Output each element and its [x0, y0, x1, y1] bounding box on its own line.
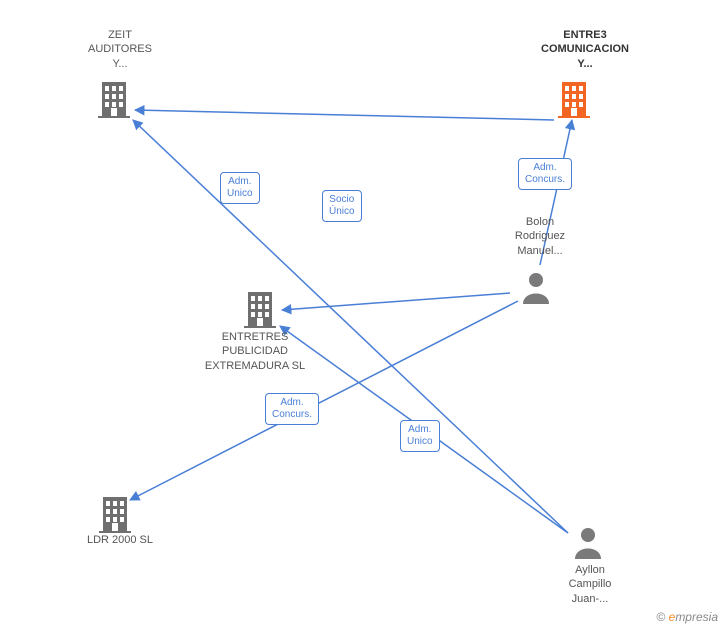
edge-label: Adm. Concurs. — [518, 158, 572, 190]
node-label: LDR 2000 SL — [60, 533, 180, 547]
brand-rest: mpresia — [675, 610, 718, 624]
node-label: ENTRE3 COMUNICACION Y... — [500, 28, 670, 71]
copyright-symbol: © — [656, 610, 665, 624]
node-ldr[interactable]: LDR 2000 SL — [60, 533, 180, 547]
edge-label: Adm. Concurs. — [265, 393, 319, 425]
node-bolon[interactable]: Bolon Rodriguez Manuel... — [480, 215, 600, 258]
edge — [282, 293, 510, 310]
node-label: ENTRETRES PUBLICIDAD EXTREMADURA SL — [175, 330, 335, 373]
watermark: © empresia — [656, 610, 718, 624]
person-icon[interactable] — [575, 528, 601, 559]
person-icon[interactable] — [523, 273, 549, 304]
building-icon[interactable] — [244, 292, 276, 328]
node-ayllon[interactable]: Ayllon Campillo Juan-... — [530, 563, 650, 606]
edge-label: Socio Único — [322, 190, 362, 222]
node-label: ZEIT AUDITORES Y... — [65, 28, 175, 71]
node-zeit[interactable]: ZEIT AUDITORES Y... — [65, 28, 175, 71]
building-icon[interactable] — [98, 82, 130, 118]
node-entretres[interactable]: ENTRETRES PUBLICIDAD EXTREMADURA SL — [175, 330, 335, 373]
edge-label: Adm. Unico — [220, 172, 260, 204]
edge — [133, 120, 568, 533]
edge — [135, 110, 554, 120]
node-entre3[interactable]: ENTRE3 COMUNICACION Y... — [500, 28, 670, 71]
node-label: Bolon Rodriguez Manuel... — [480, 215, 600, 258]
building-icon[interactable] — [558, 82, 590, 118]
building-icon[interactable] — [99, 497, 131, 533]
node-label: Ayllon Campillo Juan-... — [530, 563, 650, 606]
edge-label: Adm. Unico — [400, 420, 440, 452]
